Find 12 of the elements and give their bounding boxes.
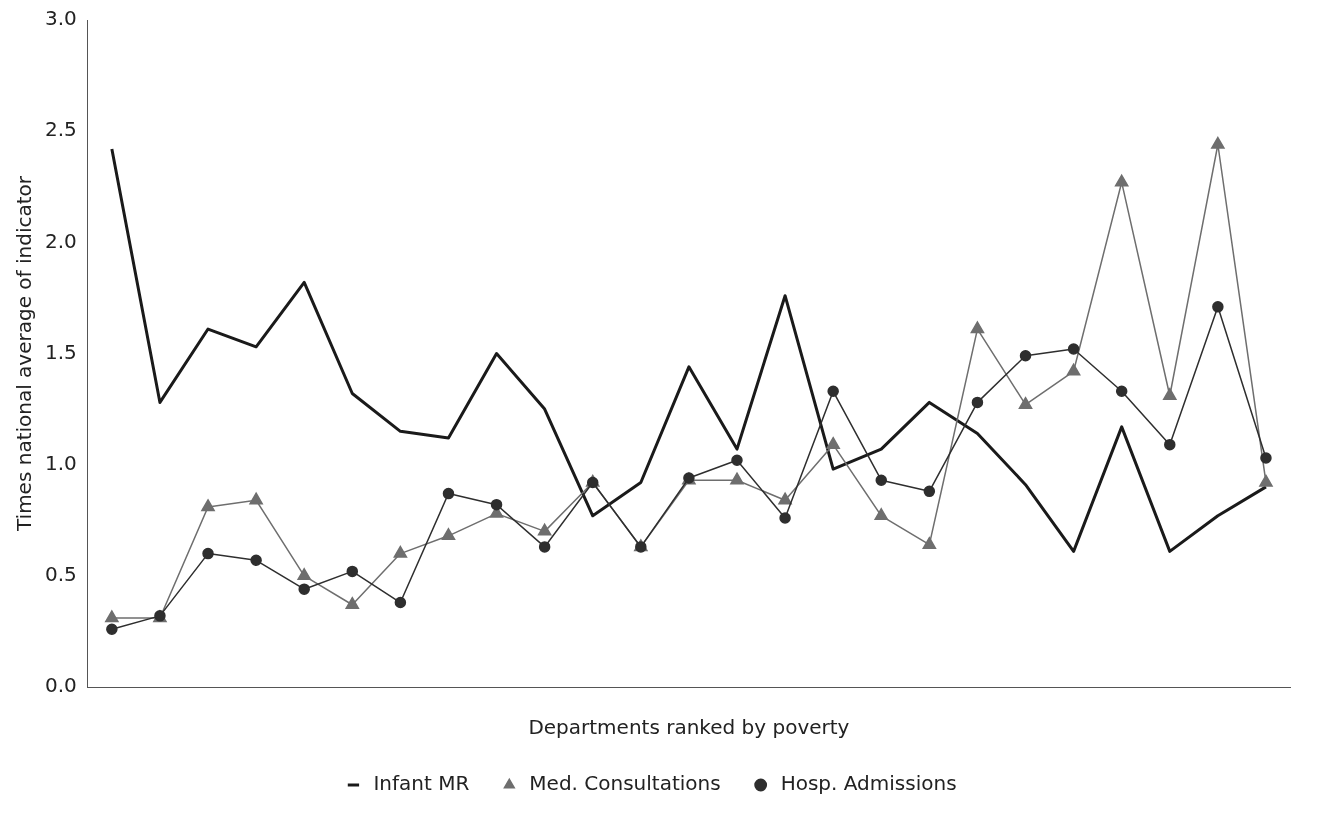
y-axis-title: Times national average of indicator [12,175,37,533]
legend-label: Infant MR [373,771,470,796]
y-tick-label: 0.0 [44,673,77,698]
y-tick-label: 0.5 [44,562,77,587]
y-tick-label: 1.0 [44,450,77,475]
y-tick-label: 2.0 [44,228,77,253]
y-tick-label: 1.5 [44,339,77,364]
y-tick-label: 3.0 [44,6,77,31]
legend-label: Med. Consultations [529,771,721,796]
x-axis-title: Departments ranked by poverty [528,715,850,740]
y-tick-label: 2.5 [44,117,77,142]
legend-label: Hosp. Admissions [780,771,957,796]
